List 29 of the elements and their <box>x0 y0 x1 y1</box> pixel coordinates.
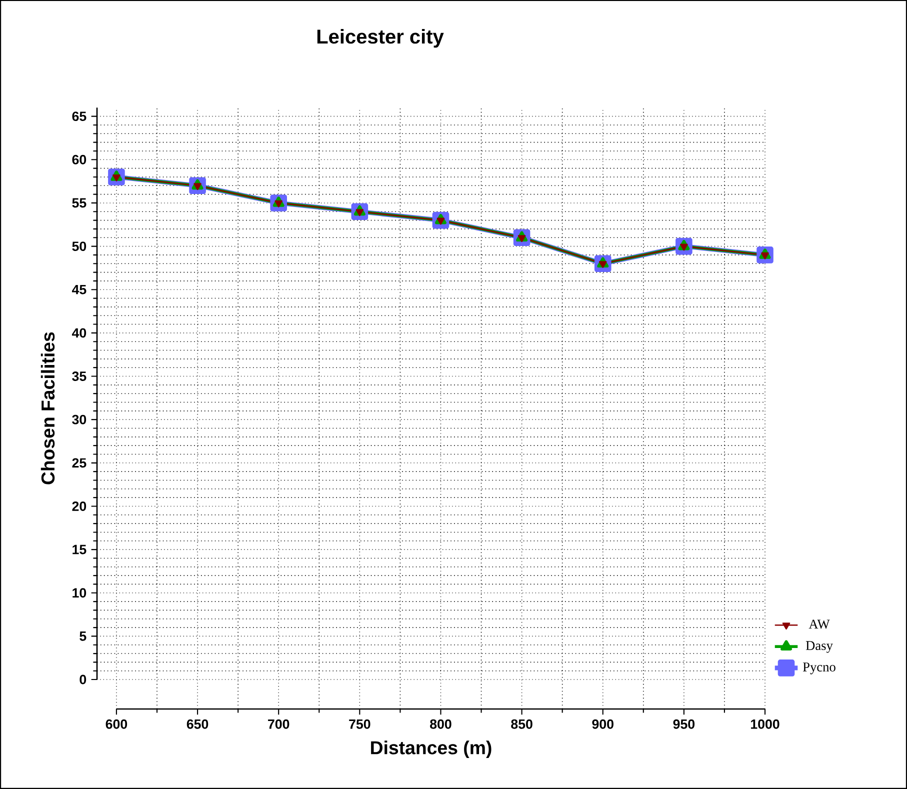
legend-label: AW <box>808 620 830 629</box>
y-axis-title: Chosen Facilities <box>40 332 55 484</box>
x-tick-label: 850 <box>511 719 532 729</box>
x-axis-title: Distances (m) <box>371 740 492 758</box>
x-tick-label: 800 <box>430 719 452 729</box>
x-tick-label: 650 <box>186 719 208 729</box>
y-tick-label: 30 <box>72 414 86 424</box>
y-tick-label: 45 <box>72 284 86 294</box>
y-tick-label: 5 <box>80 632 86 641</box>
y-tick-label: 25 <box>72 458 86 468</box>
y-tick-label: 15 <box>72 544 86 554</box>
x-tick-label: 1000 <box>751 719 780 729</box>
y-tick-label: 35 <box>72 372 86 381</box>
x-tick-label: 900 <box>592 719 614 729</box>
y-tick-label: 40 <box>72 328 86 338</box>
y-tick-label: 10 <box>72 588 86 598</box>
y-tick-label: 65 <box>72 112 86 122</box>
y-tick-label: 60 <box>72 154 86 164</box>
x-tick-label: 700 <box>268 719 290 729</box>
y-tick-label: 50 <box>72 242 86 252</box>
y-tick-label: 55 <box>72 198 86 208</box>
x-tick-label: 750 <box>349 719 370 729</box>
legend-label: Dasy <box>806 641 833 653</box>
chart-title: Leicester city <box>317 29 444 48</box>
x-tick-label: 950 <box>673 719 695 729</box>
legend-label: Pycno <box>802 662 836 674</box>
y-tick-label: 0 <box>80 674 86 684</box>
x-tick-label: 600 <box>106 719 128 729</box>
y-tick-label: 20 <box>72 502 86 511</box>
